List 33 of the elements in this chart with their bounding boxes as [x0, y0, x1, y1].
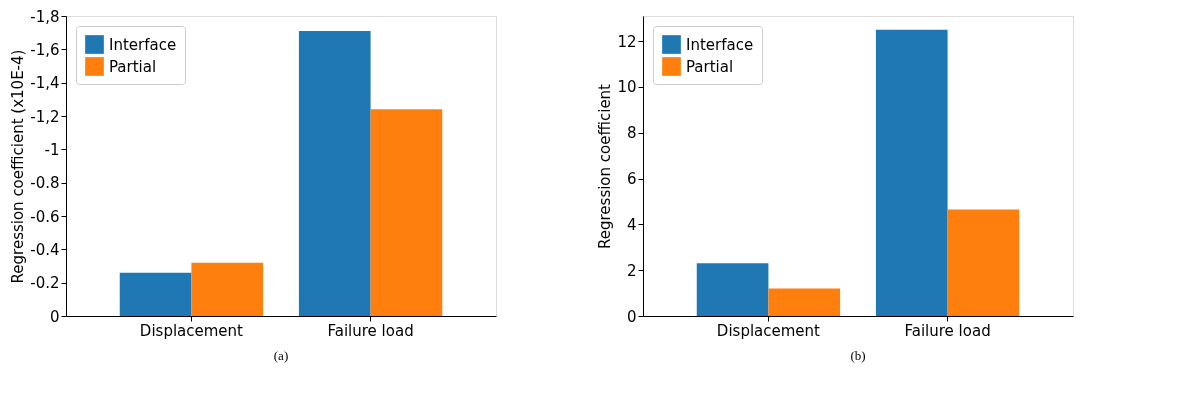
y-tick-label: 8 — [626, 124, 637, 143]
y-tick-label: -0.6 — [30, 207, 60, 226]
y-axis-title: Regression coefficient — [596, 83, 615, 249]
x-tick-label: Failure load — [904, 321, 991, 340]
y-tick-label: -1,6 — [30, 40, 60, 59]
y-axis-title: Regression coefficient (x10E-4) — [9, 49, 28, 284]
y-tick-label: 2 — [626, 261, 637, 280]
legend-label: Interface — [109, 35, 177, 54]
bar — [768, 288, 841, 316]
y-tick-label: -1,4 — [30, 74, 60, 93]
bar — [696, 263, 769, 316]
legend-label: Interface — [686, 35, 754, 54]
y-tick-label: 10 — [617, 78, 637, 97]
x-tick-label: Displacement — [139, 321, 244, 340]
x-tick-label: Failure load — [327, 321, 414, 340]
y-tick-label: 6 — [626, 170, 637, 189]
y-tick-label: -0.4 — [30, 240, 60, 259]
text: (a) — [273, 348, 289, 363]
text: (b) — [850, 348, 866, 363]
bar — [875, 29, 948, 316]
y-tick-label: 4 — [626, 215, 637, 234]
y-tick-label: 12 — [617, 32, 637, 51]
y-tick-label: -1,2 — [30, 107, 60, 126]
y-tick-label: -1 — [44, 140, 60, 159]
bar — [947, 209, 1020, 316]
legend-label: Partial — [686, 57, 734, 76]
x-tick-label: Displacement — [716, 321, 821, 340]
legend-label: Partial — [109, 57, 157, 76]
y-tick-label: -0.8 — [30, 174, 60, 193]
y-tick-label: 0 — [49, 307, 60, 326]
y-tick-label: 0 — [626, 307, 637, 326]
y-tick-label: -1,8 — [30, 7, 60, 26]
y-tick-label: -0.2 — [30, 274, 60, 293]
